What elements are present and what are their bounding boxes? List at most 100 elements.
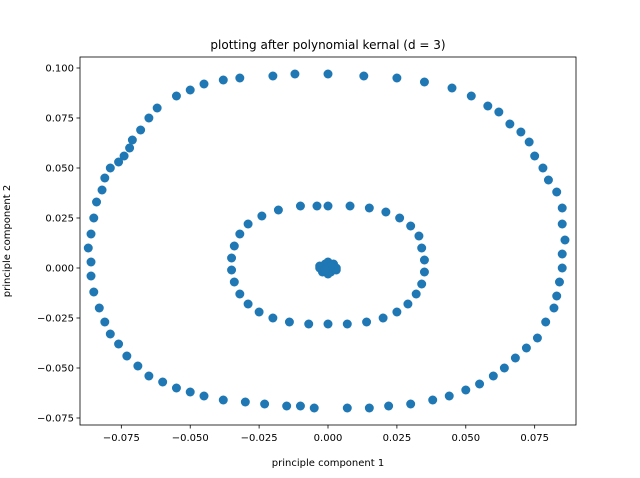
scatter-point [557, 203, 567, 213]
scatter-point [524, 137, 534, 147]
scatter-point [447, 83, 457, 93]
y-tick-label: −0.050 [37, 364, 74, 375]
scatter-point [284, 317, 294, 327]
scatter-point [235, 229, 245, 239]
y-tick-label: 0.050 [45, 164, 74, 175]
scatter-point [152, 103, 162, 113]
scatter-point [392, 73, 402, 83]
scatter-point [312, 201, 322, 211]
scatter-point [384, 401, 394, 411]
chart-title: plotting after polynomial kernal (d = 3) [210, 38, 445, 52]
scatter-point [461, 385, 471, 395]
scatter-point [359, 71, 369, 81]
scatter-point [295, 401, 305, 411]
scatter-point [320, 265, 330, 275]
x-axis-label: principle component 1 [272, 458, 384, 469]
scatter-point [100, 173, 110, 183]
scatter-point [185, 387, 195, 397]
scatter-point [557, 249, 567, 259]
scatter-point [125, 143, 135, 153]
scatter-point [229, 277, 239, 287]
scatter-point [494, 107, 504, 117]
scatter-point [94, 303, 104, 313]
scatter-point [218, 395, 228, 405]
scatter-point [364, 203, 374, 213]
x-tick-label: 0.050 [451, 433, 480, 444]
scatter-point [381, 207, 391, 217]
x-tick-label: 0.025 [383, 433, 412, 444]
scatter-point [235, 73, 245, 83]
data-points [83, 69, 570, 413]
scatter-point [86, 257, 96, 267]
scatter-point [323, 319, 333, 329]
scatter-point [364, 403, 374, 413]
x-tick-label: −0.075 [103, 433, 140, 444]
x-tick-label: −0.050 [172, 433, 209, 444]
scatter-point [419, 255, 429, 265]
x-tick-label: 0.075 [520, 433, 549, 444]
scatter-point [229, 241, 239, 251]
scatter-point [444, 391, 454, 401]
scatter-point [552, 187, 562, 197]
scatter-point [342, 403, 352, 413]
scatter-point [171, 91, 181, 101]
scatter-point [86, 271, 96, 281]
scatter-point [406, 221, 416, 231]
scatter-point [362, 317, 372, 327]
scatter-point [92, 197, 102, 207]
y-axis-ticks: −0.075 −0.050 −0.025 0.000 0.025 0.050 0.075 0.… [37, 64, 80, 425]
scatter-point [295, 201, 305, 211]
scatter-point [227, 265, 237, 275]
scatter-point [411, 289, 421, 299]
scatter-point [254, 307, 264, 317]
scatter-point [552, 291, 562, 301]
scatter-point [414, 231, 424, 241]
scatter-point [144, 113, 154, 123]
scatter-point [543, 175, 553, 185]
scatter-point [227, 253, 237, 263]
scatter-point [557, 263, 567, 273]
scatter-point [260, 399, 270, 409]
scatter-point [199, 79, 209, 89]
y-tick-label: 0.025 [45, 214, 74, 225]
scatter-point [417, 279, 427, 289]
scatter-point [243, 299, 253, 309]
scatter-point [136, 125, 146, 135]
scatter-point [105, 329, 115, 339]
scatter-point [105, 163, 115, 173]
scatter-point [282, 401, 292, 411]
scatter-point [516, 127, 526, 137]
y-tick-label: −0.075 [37, 414, 74, 425]
y-tick-label: 0.075 [45, 114, 74, 125]
scatter-point [560, 235, 570, 245]
scatter-point [268, 71, 278, 81]
scatter-point [557, 219, 567, 229]
scatter-point [428, 395, 438, 405]
scatter-point [86, 229, 96, 239]
scatter-point [83, 243, 93, 253]
scatter-point [290, 69, 300, 79]
scatter-point [89, 213, 99, 223]
scatter-point [97, 185, 107, 195]
scatter-point [273, 205, 283, 215]
scatter-point [541, 317, 551, 327]
scatter-point [342, 319, 352, 329]
scatter-point [114, 339, 124, 349]
y-tick-label: −0.025 [37, 314, 74, 325]
scatter-point [243, 219, 253, 229]
scatter-point [100, 317, 110, 327]
scatter-point [530, 151, 540, 161]
scatter-point [158, 377, 168, 387]
scatter-point [554, 277, 564, 287]
scatter-point [549, 303, 559, 313]
scatter-point [304, 319, 314, 329]
scatter-point [218, 75, 228, 85]
scatter-point [510, 353, 520, 363]
scatter-point [257, 211, 267, 221]
scatter-point [185, 85, 195, 95]
scatter-point [419, 77, 429, 87]
scatter-point [466, 91, 476, 101]
scatter-point [144, 371, 154, 381]
scatter-point [323, 69, 333, 79]
